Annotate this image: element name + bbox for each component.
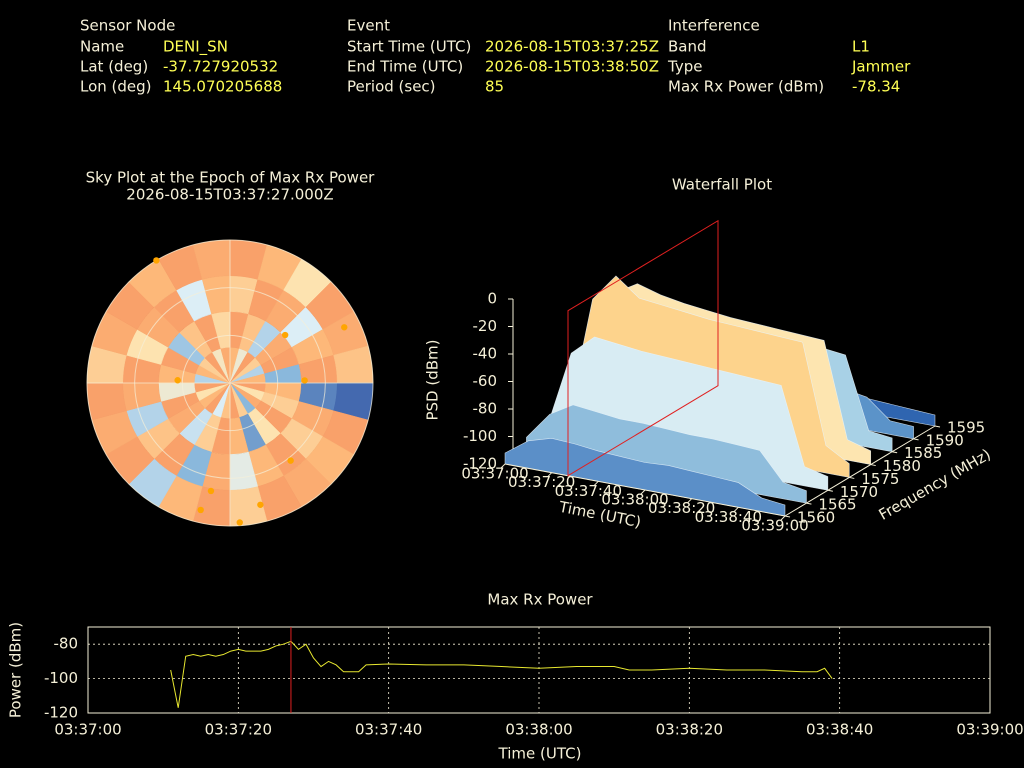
header: Sensor Node Name DENI_SN Lat (deg) -37.7… bbox=[80, 17, 911, 96]
x-axis-label: Time (UTC) bbox=[498, 745, 582, 763]
x-tick-label: 03:37:00 bbox=[54, 721, 121, 739]
field-label: Band bbox=[668, 38, 707, 56]
x-tick-label: 03:38:20 bbox=[648, 499, 715, 517]
y-tick bbox=[827, 489, 833, 492]
satellite-point bbox=[257, 501, 264, 508]
x-tick bbox=[733, 506, 739, 512]
section-title: Event bbox=[347, 17, 390, 35]
satellite-point bbox=[174, 377, 181, 384]
x-tick-label: 03:37:20 bbox=[508, 473, 575, 491]
x-tick-label: 03:39:00 bbox=[956, 721, 1023, 739]
satellite-point bbox=[341, 324, 348, 331]
z-tick-label: -20 bbox=[473, 317, 498, 335]
field-label: Start Time (UTC) bbox=[347, 38, 471, 56]
x-tick-label: 03:39:00 bbox=[741, 517, 808, 535]
field-label: Lat (deg) bbox=[80, 58, 148, 76]
z-tick-label: -120 bbox=[463, 455, 497, 473]
x-tick-label: 03:37:40 bbox=[555, 482, 622, 500]
x-tick bbox=[780, 515, 786, 521]
y-tick-label: 1585 bbox=[904, 444, 942, 462]
psd-ribbon bbox=[504, 437, 786, 517]
field-label: Type bbox=[667, 58, 702, 76]
satellite-point bbox=[153, 257, 160, 264]
y-axis bbox=[784, 425, 936, 517]
section-title: Interference bbox=[668, 17, 760, 35]
x-tick-label: 03:38:40 bbox=[695, 508, 762, 526]
y-tick-label: -100 bbox=[44, 669, 78, 687]
field-value: 85 bbox=[485, 78, 504, 96]
sky-plot bbox=[86, 239, 374, 527]
x-tick-label: 03:37:40 bbox=[355, 721, 422, 739]
z-tick-label: 0 bbox=[487, 290, 497, 308]
z-axis-label: PSD (dBm) bbox=[424, 339, 442, 420]
y-tick-label: -80 bbox=[54, 635, 79, 653]
y-tick bbox=[806, 502, 812, 505]
field-value: 2026-08-15T03:38:50Z bbox=[485, 58, 659, 76]
y-tick-label: 1575 bbox=[861, 470, 899, 488]
y-tick-label: 1590 bbox=[926, 431, 964, 449]
z-tick-label: -40 bbox=[473, 345, 498, 363]
y-tick bbox=[934, 425, 941, 428]
field-value: Jammer bbox=[851, 58, 911, 76]
satellite-point bbox=[287, 457, 294, 464]
field-value: 2026-08-15T03:37:25Z bbox=[485, 38, 659, 56]
satellite-point bbox=[236, 519, 243, 526]
y-tick bbox=[870, 464, 876, 467]
y-tick-label: -120 bbox=[44, 704, 78, 722]
x-tick-label: 03:37:00 bbox=[461, 465, 528, 483]
field-value: -78.34 bbox=[852, 78, 900, 96]
y-tick bbox=[784, 515, 791, 518]
y-tick-label: 1565 bbox=[818, 496, 856, 514]
y-tick bbox=[849, 476, 855, 479]
y-tick-label: 1580 bbox=[883, 457, 921, 475]
x-tick bbox=[687, 498, 693, 504]
z-tick-label: -80 bbox=[473, 400, 498, 418]
field-label: Max Rx Power (dBm) bbox=[668, 78, 824, 96]
field-label: Lon (deg) bbox=[80, 78, 152, 96]
chart-title: Waterfall Plot bbox=[672, 176, 772, 194]
field-value: L1 bbox=[852, 38, 870, 56]
epoch-plane bbox=[567, 219, 719, 477]
x-tick-label: 03:37:20 bbox=[205, 721, 272, 739]
x-tick bbox=[547, 472, 553, 478]
x-tick-label: 03:38:00 bbox=[601, 491, 668, 509]
field-value: -37.727920532 bbox=[163, 58, 278, 76]
y-tick-label: 1570 bbox=[840, 483, 878, 501]
chart-title: Sky Plot at the Epoch of Max Rx Power bbox=[86, 169, 376, 187]
x-tick-label: 03:38:40 bbox=[806, 721, 873, 739]
power-line bbox=[170, 640, 833, 708]
field-label: Name bbox=[80, 38, 124, 56]
x-tick-label: 03:38:00 bbox=[505, 721, 572, 739]
z-tick-label: -100 bbox=[463, 427, 497, 445]
satellite-point bbox=[207, 487, 215, 495]
x-tick bbox=[640, 489, 646, 495]
waterfall: 0-20-40-60-80-100-12003:37:0003:37:2003:… bbox=[461, 219, 985, 535]
x-tick bbox=[593, 480, 599, 486]
psd-ribbon bbox=[526, 404, 807, 504]
y-tick-label: 1595 bbox=[947, 419, 985, 437]
field-label: End Time (UTC) bbox=[347, 58, 463, 76]
satellite-point bbox=[301, 377, 308, 384]
y-tick bbox=[913, 438, 919, 441]
section-title: Sensor Node bbox=[80, 17, 175, 35]
y-axis-label: Power (dBm) bbox=[7, 622, 25, 718]
field-label: Period (sec) bbox=[347, 78, 436, 96]
satellite-point bbox=[281, 331, 289, 339]
x-tick bbox=[500, 463, 506, 469]
plot-frame bbox=[87, 626, 991, 714]
z-tick-label: -60 bbox=[473, 372, 498, 390]
satellite-point bbox=[197, 506, 204, 514]
power-plot: -120 -100 -80 03:37:00 03:37:20 03:37:40 03:38… bbox=[44, 626, 1024, 739]
field-value: DENI_SN bbox=[163, 38, 228, 57]
chart-subtitle: 2026-08-15T03:37:27.000Z bbox=[126, 186, 333, 204]
field-value: 145.070205688 bbox=[163, 78, 282, 96]
chart-title: Max Rx Power bbox=[487, 591, 593, 609]
y-tick-label: 1560 bbox=[797, 509, 835, 527]
y-tick bbox=[892, 451, 898, 454]
x-tick-label: 03:38:20 bbox=[656, 721, 723, 739]
